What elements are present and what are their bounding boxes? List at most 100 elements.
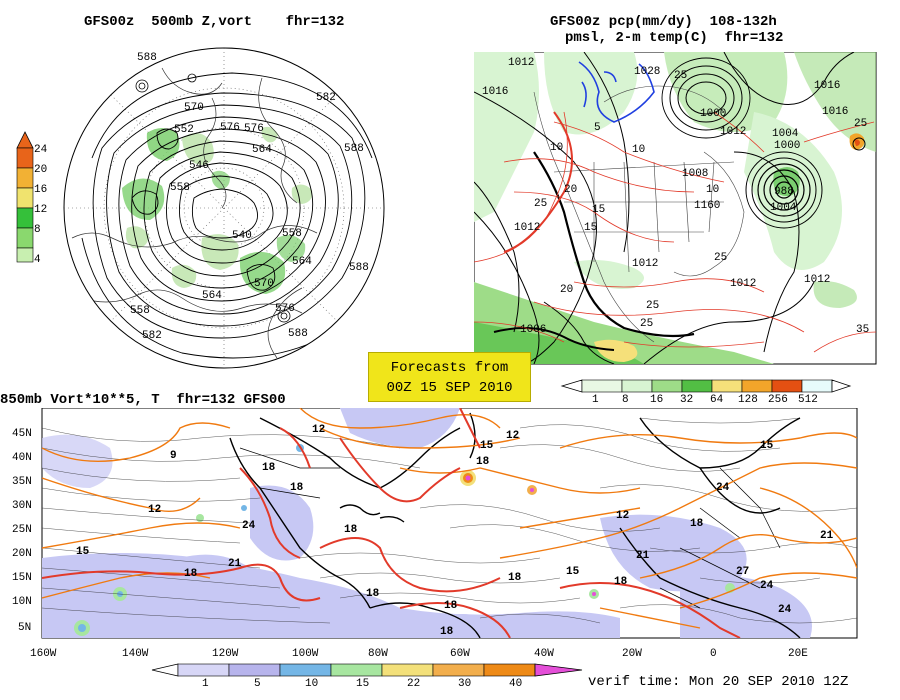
- tropical-850mb-map: 45N 40N 35N 30N 25N 20N 15N 10N 5N 160W …: [12, 408, 858, 660]
- colorbar-label: 10: [305, 678, 318, 690]
- temp-label: 1160: [694, 200, 720, 212]
- colorbar-segment: [711, 379, 743, 393]
- temp-label: 27: [736, 566, 749, 578]
- lon-label: 160W: [30, 648, 57, 660]
- small-lows: [135, 73, 291, 323]
- temp-label: 15: [76, 546, 90, 558]
- temp-label: 15: [760, 440, 774, 452]
- temp-label: 18: [690, 518, 704, 530]
- contour-label: 588: [344, 143, 364, 155]
- colorbar-label: 64: [710, 394, 724, 406]
- isobar-label: 1016: [814, 80, 840, 92]
- colorbar-segment: [801, 379, 833, 393]
- temp-label: 12: [312, 424, 325, 436]
- political-borders: [533, 85, 745, 343]
- colorbar-label: 22: [407, 678, 420, 690]
- temp-label: 25: [674, 70, 687, 82]
- isobar-label: 1012: [508, 57, 534, 69]
- thick-contour: [493, 327, 615, 351]
- forecast-banner: Forecasts from 00Z 15 SEP 2010: [368, 352, 531, 402]
- lat-label: 5N: [18, 622, 31, 634]
- temp-label: 24: [242, 520, 256, 532]
- temp-label: 25: [854, 118, 867, 130]
- latitude-labels: 45N 40N 35N 30N 25N 20N 15N 10N 5N: [12, 428, 32, 634]
- temp-label: 21: [820, 530, 834, 542]
- top-right-title-line2: pmsl, 2-m temp(C) fhr=132: [565, 30, 784, 46]
- longitude-labels: 160W 140W 120W 100W 80W 60W 40W 20W 0 20…: [30, 648, 808, 660]
- contour-label: 576: [220, 122, 240, 134]
- temp-label: 18: [476, 456, 490, 468]
- colorbar-triangle-top: [16, 131, 34, 149]
- temp-label: 10: [706, 184, 719, 196]
- temp-label: 18: [614, 576, 628, 588]
- top-left-title: GFS00z 500mb Z,vort fhr=132: [84, 14, 345, 30]
- temp-label: 18: [508, 572, 522, 584]
- contour-label: 564: [252, 144, 272, 156]
- contour-label: 588: [137, 52, 157, 64]
- temp-label: 9: [170, 450, 177, 462]
- lon-label: 140W: [122, 648, 149, 660]
- colorbar-label: 15: [356, 678, 369, 690]
- temp-label: 25: [640, 318, 653, 330]
- lon-label: 100W: [292, 648, 319, 660]
- contour-label: 588: [288, 328, 308, 340]
- isobar-label: 988: [774, 186, 794, 198]
- lon-label: 80W: [368, 648, 388, 660]
- temp-label: 35: [856, 324, 869, 336]
- lat-label: 45N: [12, 428, 32, 440]
- isobar-label: 1028: [634, 66, 660, 78]
- contour-label: 558: [170, 182, 190, 194]
- contour-label: 582: [142, 330, 162, 342]
- north-america-pmsl-map: 1012 1016 1028 1000 1012 1004 1008 1012 …: [474, 52, 877, 365]
- contour-label: 564: [292, 256, 312, 268]
- isobar-label: 1016: [822, 106, 848, 118]
- colorbar-label: 5: [254, 678, 261, 690]
- freezing-line: [503, 111, 573, 253]
- lat-label: 35N: [12, 476, 32, 488]
- colorbar-segment: [621, 379, 653, 393]
- temp-label: 18: [366, 588, 380, 600]
- height-contours: [81, 72, 373, 359]
- contour-label: 576: [244, 123, 264, 135]
- temp-labels: 25 10 25 5 15 10 20 15 10 1160 25 25 25 …: [534, 70, 869, 336]
- colorbar-segment: [330, 663, 383, 677]
- lat-label: 40N: [12, 452, 32, 464]
- temp-label: 18: [262, 462, 276, 474]
- colorbar-segment: [16, 147, 34, 169]
- colorbar-label: 24: [34, 144, 48, 156]
- contour-label: 558: [282, 228, 302, 240]
- temp-label: 21: [636, 550, 650, 562]
- colorbar-label: 1: [592, 394, 599, 406]
- temp-label: 18: [184, 568, 198, 580]
- left-colorbar: 24 20 16 12 8 4: [16, 131, 48, 266]
- colorbar-label: 256: [768, 394, 788, 406]
- colorbar-label: 8: [622, 394, 629, 406]
- contour-label: 546: [189, 160, 209, 172]
- temp-contours-18: [42, 408, 741, 638]
- lat-label: 20N: [12, 548, 32, 560]
- isobar-label: 1016: [482, 86, 508, 98]
- temp-label: 12: [148, 504, 161, 516]
- isobar-label: 1012: [720, 126, 746, 138]
- temp-label: 24: [778, 604, 792, 616]
- colorbar-segment: [16, 207, 34, 229]
- colorbar-segment: [16, 167, 34, 189]
- polar-contour-labels: 588 582 570 576 552 546 558 564 540 576 …: [130, 52, 369, 342]
- colorbar-label: 30: [458, 678, 471, 690]
- isobar-label: 1006: [520, 324, 546, 336]
- isobar-label: 1012: [730, 278, 756, 290]
- isobar-label: 1012: [632, 258, 658, 270]
- colorbar-segment: [16, 187, 34, 209]
- isobar-label: 1000: [700, 108, 726, 120]
- colorbar-segment: [177, 663, 230, 677]
- verif-time: verif time: Mon 20 SEP 2010 12Z: [588, 674, 849, 690]
- temp-label: 18: [344, 524, 358, 536]
- colorbar-segment: [381, 663, 434, 677]
- contour-label: 582: [316, 92, 336, 104]
- colorbar-label: 12: [34, 204, 47, 216]
- isobar-label: 1008: [682, 168, 708, 180]
- temp-label: 15: [592, 204, 605, 216]
- temp-label: 5: [594, 122, 601, 134]
- temp-label: 15: [566, 566, 580, 578]
- lat-label: 30N: [12, 500, 32, 512]
